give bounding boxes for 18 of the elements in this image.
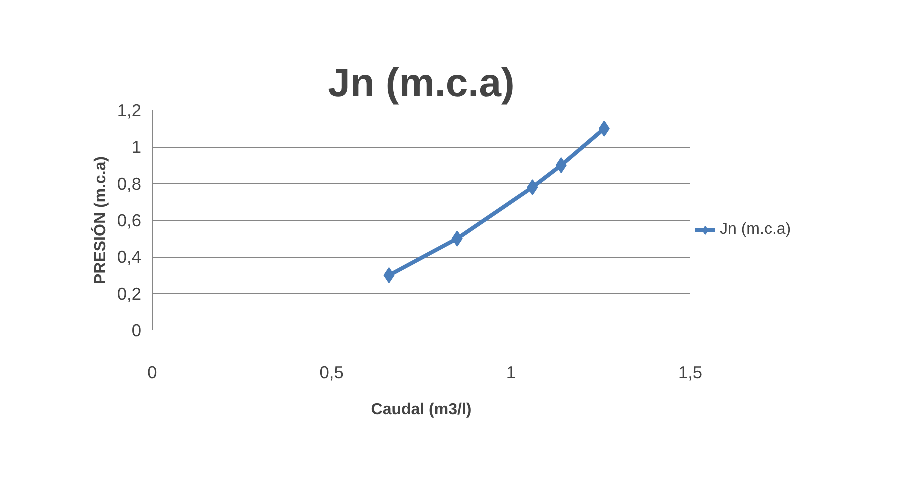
y-tick-label: 0,2 (117, 284, 142, 304)
y-tick-label: 1 (132, 137, 142, 158)
point (556, 158, 567, 174)
y-tick-label: 0,8 (117, 174, 142, 194)
y-tick-label: 1,2 (117, 100, 142, 120)
x-tick-label: 0,5 (320, 362, 344, 382)
point (527, 180, 538, 196)
y-axis-title: PRESIÓN (m.c.a) (90, 156, 110, 285)
x-tick-label: 0 (148, 362, 158, 382)
x-tick-label: 1,5 (678, 362, 703, 382)
x-tick-label: 1 (506, 362, 516, 382)
point (384, 268, 395, 284)
x-axis-title: Caudal (m3/l) (371, 402, 472, 418)
y-tick-label: 0,6 (117, 210, 142, 230)
y-tick-label: 0 (132, 320, 142, 340)
chart-title: Jn (m.c.a) (328, 62, 515, 106)
y-tick-label: 0,4 (117, 247, 142, 268)
legend-label: Jn (m.c.a) (720, 221, 792, 239)
